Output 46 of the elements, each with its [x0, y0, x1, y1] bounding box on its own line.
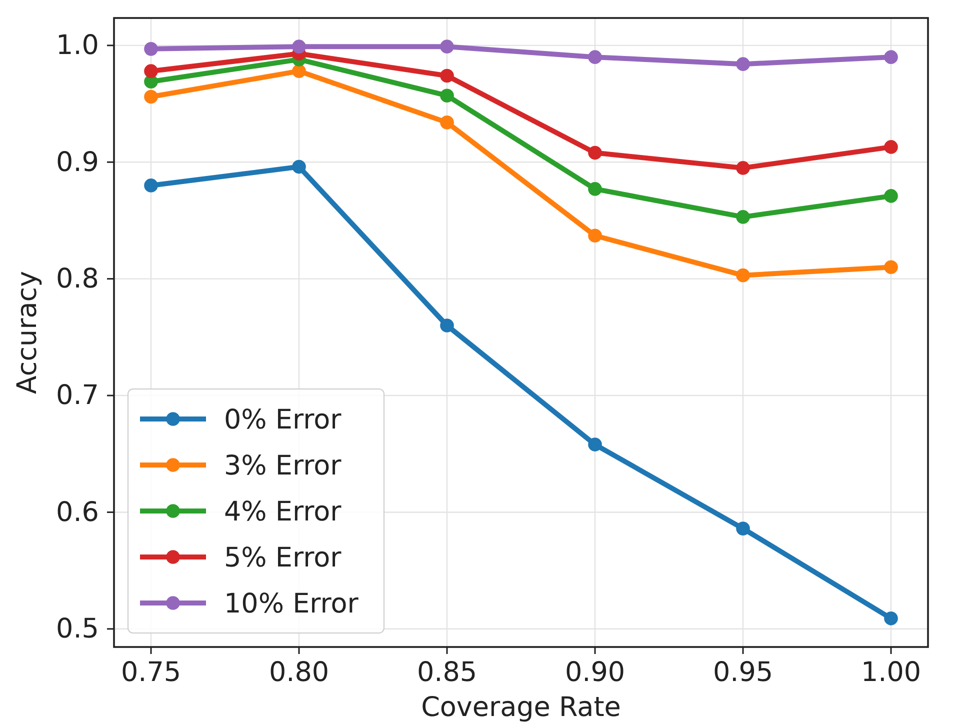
point	[144, 64, 158, 78]
point	[588, 228, 602, 243]
point	[144, 42, 158, 56]
point	[884, 189, 898, 203]
point	[736, 210, 750, 224]
point	[292, 64, 306, 78]
y-tick-label: 0.8	[56, 263, 99, 294]
point	[588, 146, 602, 160]
point	[884, 50, 898, 64]
x-tick-label: 0.80	[268, 657, 330, 688]
x-axis-title: Coverage Rate	[421, 692, 621, 723]
point	[884, 612, 898, 626]
x-tick-label: 0.85	[416, 657, 478, 688]
point	[736, 57, 750, 71]
point	[440, 68, 454, 83]
point	[736, 522, 750, 536]
point	[440, 318, 454, 332]
y-tick-label: 0.7	[56, 380, 99, 412]
legend-label: 5% Error	[224, 542, 342, 574]
point	[884, 140, 898, 154]
x-tick-label: 0.90	[564, 657, 626, 688]
legend-label: 10% Error	[224, 588, 360, 620]
x-tick-label: 0.95	[712, 657, 774, 688]
legend-label: 3% Error	[224, 450, 342, 482]
point	[884, 260, 898, 274]
y-tick-label: 0.9	[56, 146, 99, 178]
legend-label: 4% Error	[224, 496, 342, 528]
point	[440, 88, 454, 102]
y-tick-label: 0.5	[56, 614, 99, 645]
point	[292, 40, 306, 54]
legend-label: 0% Error	[224, 404, 342, 436]
point	[588, 50, 602, 64]
y-axis-title: Accuracy	[12, 270, 43, 394]
point	[588, 182, 602, 196]
y-tick-label: 0.6	[56, 496, 99, 528]
point	[736, 161, 750, 175]
point	[144, 178, 158, 192]
point	[440, 116, 454, 130]
y-tick-label: 1.0	[56, 30, 99, 62]
point	[292, 160, 306, 174]
x-tick-label: 1.00	[860, 657, 922, 688]
point	[440, 40, 454, 54]
point	[736, 268, 750, 282]
point	[588, 438, 602, 452]
x-tick-label: 0.75	[120, 657, 182, 688]
point	[144, 90, 158, 104]
